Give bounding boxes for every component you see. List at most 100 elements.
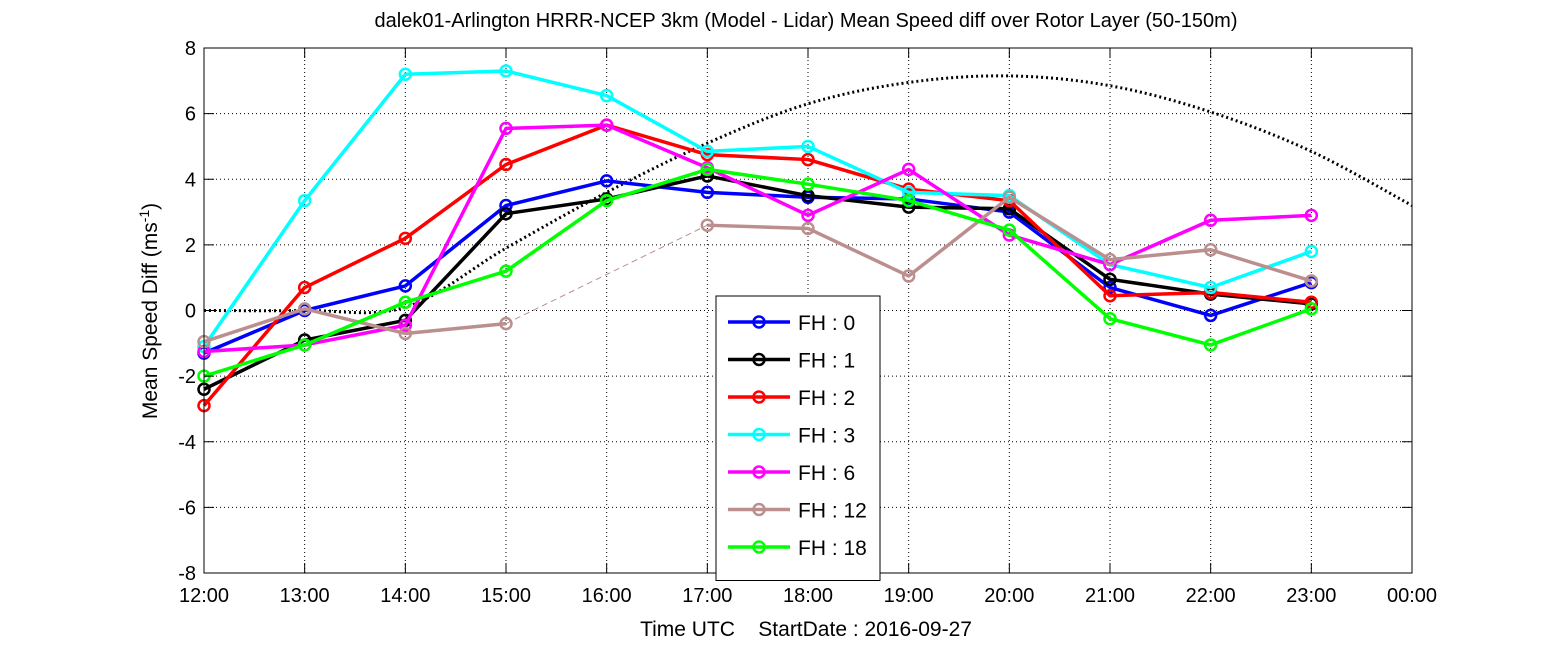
data-point <box>1103 288 1117 303</box>
data-point <box>901 193 916 208</box>
data-point <box>297 280 312 295</box>
series-line <box>203 179 1312 355</box>
y-tick-label: -4 <box>178 432 196 454</box>
data-point <box>499 64 513 78</box>
y-axis-label-tail: ) <box>139 203 162 210</box>
series-gap-connector <box>505 224 708 325</box>
x-axis-label-main: Time UTC <box>640 618 735 641</box>
legend-item: FH : 12 <box>728 500 867 523</box>
data-point <box>1304 302 1319 316</box>
x-tick-label: 12:00 <box>179 585 229 607</box>
x-axis-label: Time UTC StartDate : 2016-09-27 <box>640 618 972 641</box>
y-tick-label: -6 <box>178 497 196 519</box>
data-point <box>801 208 815 223</box>
data-point <box>1304 274 1319 288</box>
legend-swatch-marker <box>752 427 766 442</box>
y-axis-label-main: Mean Speed Diff (ms <box>139 222 162 419</box>
data-point <box>398 279 413 293</box>
legend-item: FH : 18 <box>728 537 867 560</box>
data-point <box>1203 243 1218 257</box>
legend-item: FH : 3 <box>728 425 855 448</box>
data-point <box>297 338 312 352</box>
legend-label: FH : 18 <box>798 537 867 560</box>
data-point <box>901 185 916 200</box>
data-point <box>1304 295 1319 310</box>
data-point <box>599 174 614 188</box>
data-point <box>1103 280 1117 295</box>
y-tick-label: 6 <box>185 104 196 126</box>
data-point <box>901 162 916 177</box>
data-point <box>499 206 513 221</box>
series-line <box>203 307 507 344</box>
data-point <box>499 316 513 331</box>
data-point <box>801 221 815 236</box>
series-fh-18 <box>197 162 1319 383</box>
data-point <box>297 193 312 208</box>
y-axis-label-exp: -1 <box>136 210 152 223</box>
chart-title: dalek01-Arlington HRRR-NCEP 3km (Model -… <box>375 10 1238 32</box>
data-point <box>599 88 614 103</box>
data-point <box>499 157 513 172</box>
legend-item: FH : 0 <box>728 312 855 335</box>
legend-label: FH : 12 <box>798 500 867 523</box>
legend-item: FH : 6 <box>728 462 855 485</box>
legend-swatch-marker <box>752 465 766 479</box>
legend-swatch-marker <box>752 540 766 554</box>
data-point <box>700 218 715 232</box>
series-fh-12 <box>197 190 1319 349</box>
x-tick-label: 14:00 <box>380 585 430 607</box>
x-axis-label-startdate: StartDate : 2016-09-27 <box>758 618 972 641</box>
legend-swatch-marker <box>752 315 766 329</box>
data-point <box>297 302 312 316</box>
x-tick-label: 16:00 <box>582 585 632 607</box>
legend-label: FH : 0 <box>798 312 855 335</box>
legend-item: FH : 1 <box>728 350 855 373</box>
x-tick-label: 17:00 <box>682 585 732 607</box>
y-axis-label: Mean Speed Diff (ms-1) <box>136 203 162 419</box>
legend-label: FH : 2 <box>798 387 855 410</box>
x-tick-label: 23:00 <box>1286 585 1336 607</box>
data-point <box>1304 208 1319 223</box>
data-point <box>801 139 815 154</box>
data-point <box>398 326 413 341</box>
x-tick-label: 20:00 <box>984 585 1034 607</box>
data-point <box>1103 252 1117 267</box>
series-layer <box>197 64 1319 413</box>
x-tick-label: 00:00 <box>1387 585 1437 607</box>
x-tick-label: 19:00 <box>884 585 934 607</box>
data-point <box>1103 272 1117 287</box>
x-tick-label: 22:00 <box>1186 585 1236 607</box>
data-point <box>700 162 715 177</box>
data-point <box>700 144 715 159</box>
data-point <box>1002 223 1017 237</box>
data-point <box>1103 311 1117 326</box>
legend-swatch-marker <box>752 502 766 517</box>
data-point <box>801 152 815 167</box>
data-point <box>499 264 513 278</box>
x-tick-label: 15:00 <box>481 585 531 607</box>
y-tick-label: 2 <box>185 235 196 257</box>
data-point <box>499 121 513 136</box>
legend-item: FH : 2 <box>728 387 855 410</box>
series-fh-3 <box>197 64 1319 354</box>
legend-swatch-marker <box>752 390 766 404</box>
series-line <box>203 167 1312 378</box>
y-tick-label: -8 <box>178 563 196 585</box>
series-line <box>203 174 1312 391</box>
data-point <box>801 177 815 191</box>
series-line <box>202 69 1312 348</box>
data-point <box>1002 190 1017 205</box>
legend-label: FH : 3 <box>798 425 855 448</box>
data-point <box>1203 213 1218 228</box>
legend-label: FH : 1 <box>798 350 855 373</box>
series-line <box>202 123 1312 407</box>
x-tick-label: 18:00 <box>783 585 833 607</box>
legend-box <box>715 295 881 581</box>
y-tick-label: 0 <box>185 301 196 323</box>
data-point <box>700 185 715 200</box>
x-tick-label: 21:00 <box>1085 585 1135 607</box>
x-axis: 12:00 13:00 14:00 15:00 16:00 17:00 18:00 19:00… <box>179 48 1437 607</box>
y-tick-label: -2 <box>178 366 196 388</box>
y-axis: -8 -6 -4 -2 0 2 4 6 8 <box>178 38 1412 585</box>
